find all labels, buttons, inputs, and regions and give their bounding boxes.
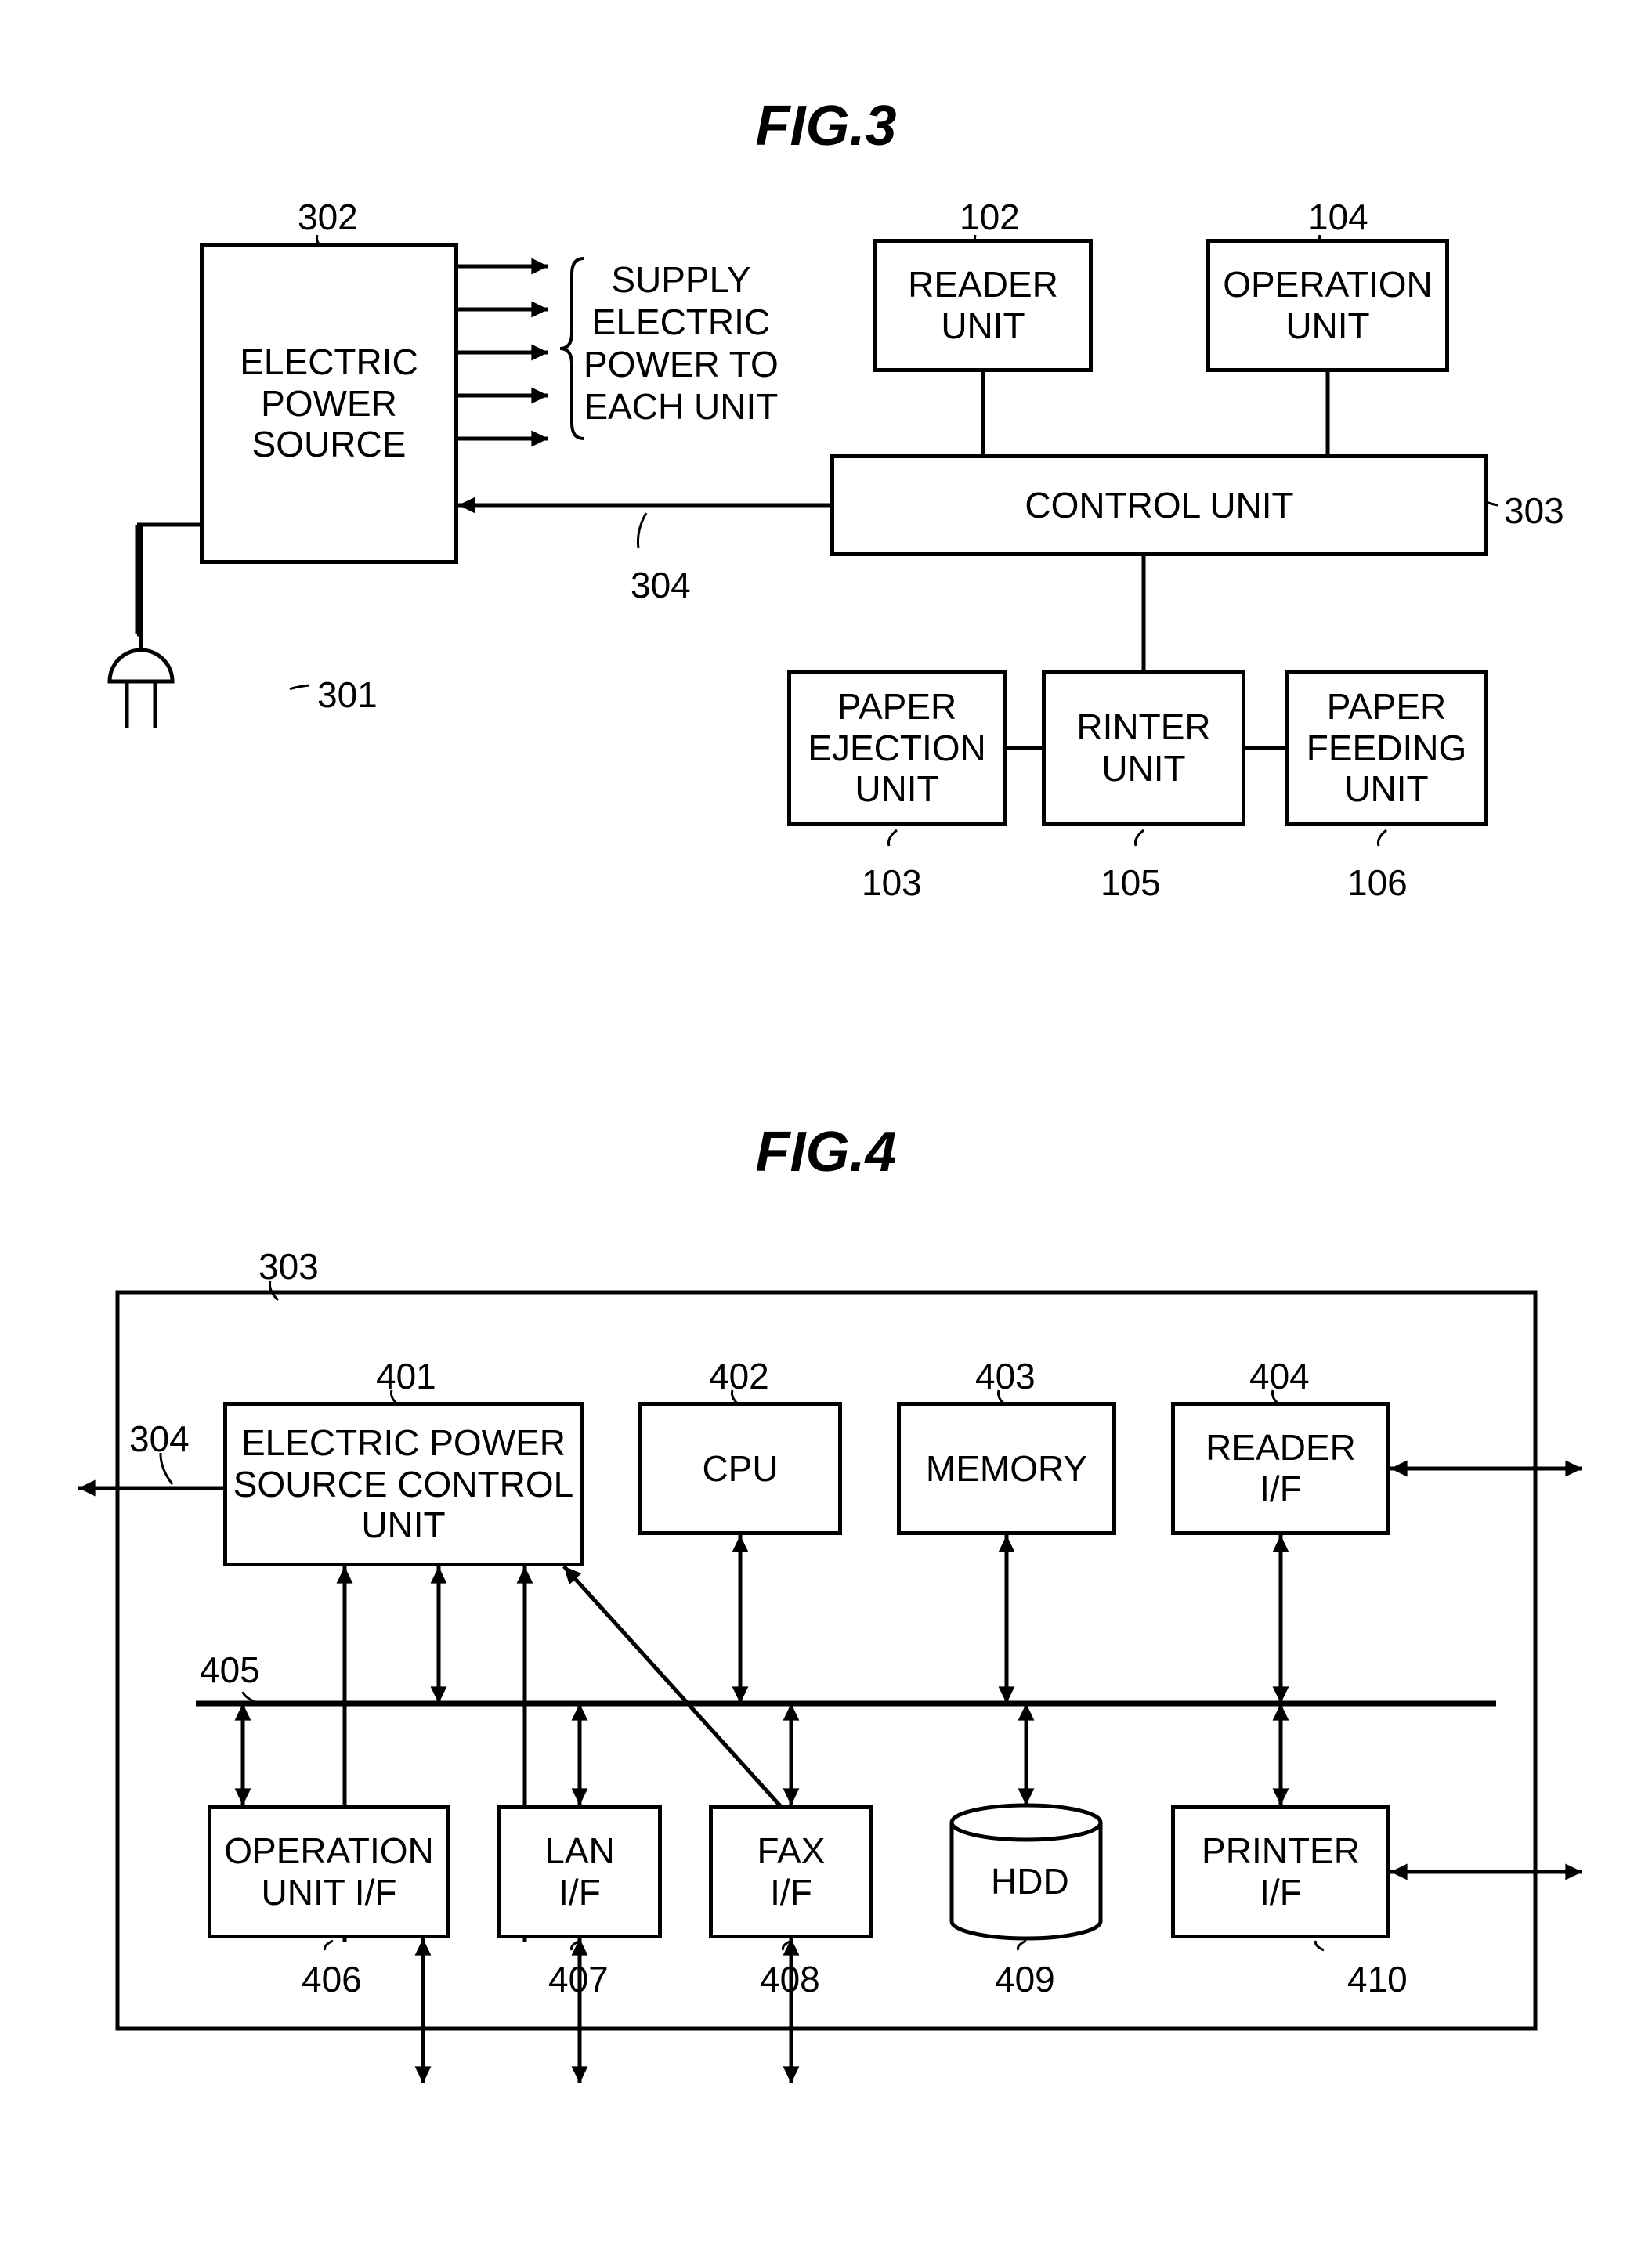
- ref-label: 103: [862, 862, 922, 904]
- block-box: ELECTRICPOWERSOURCE: [200, 243, 458, 564]
- ref-label: 301: [317, 674, 378, 716]
- ref-label: 401: [376, 1355, 436, 1397]
- block-box: LANI/F: [497, 1805, 662, 1938]
- fig3-title: FIG.3: [0, 94, 1652, 158]
- ref-label: 304: [631, 564, 691, 606]
- ref-label: 403: [975, 1355, 1036, 1397]
- block-box: MEMORY: [897, 1402, 1116, 1535]
- block-box: PRINTERI/F: [1171, 1805, 1390, 1938]
- ref-label: 105: [1101, 862, 1161, 904]
- ref-label: 402: [709, 1355, 769, 1397]
- ref-label: 404: [1249, 1355, 1310, 1397]
- ref-label: 102: [960, 196, 1020, 238]
- ref-label: 304: [129, 1418, 190, 1460]
- ref-label: 104: [1308, 196, 1368, 238]
- ref-label: 106: [1347, 862, 1408, 904]
- block-box: PAPERFEEDINGUNIT: [1285, 670, 1488, 826]
- ref-label: 406: [302, 1958, 362, 2000]
- block-box: FAXI/F: [709, 1805, 873, 1938]
- ref-label: 302: [298, 196, 358, 238]
- ref-label: 407: [548, 1958, 609, 2000]
- ref-label: 409: [995, 1958, 1055, 2000]
- ref-label: HDD: [991, 1860, 1069, 1902]
- block-box: PAPEREJECTIONUNIT: [787, 670, 1007, 826]
- ref-label: 410: [1347, 1958, 1408, 2000]
- fig4-title: FIG.4: [0, 1120, 1652, 1184]
- block-box: RINTERUNIT: [1042, 670, 1245, 826]
- ref-label: 408: [760, 1958, 820, 2000]
- ref-label: 303: [258, 1245, 319, 1288]
- block-box: READERUNIT: [873, 239, 1093, 372]
- block-box: CONTROL UNIT: [830, 454, 1488, 556]
- ref-label: 405: [200, 1649, 260, 1691]
- block-box: OPERATIONUNIT: [1206, 239, 1449, 372]
- ref-label: 303: [1504, 490, 1564, 532]
- block-box: ELECTRIC POWERSOURCE CONTROLUNIT: [223, 1402, 584, 1566]
- block-box: CPU: [638, 1402, 842, 1535]
- block-box: READERI/F: [1171, 1402, 1390, 1535]
- block-box: OPERATIONUNIT I/F: [208, 1805, 450, 1938]
- ref-label: SUPPLYELECTRICPOWER TOEACH UNIT: [584, 258, 779, 428]
